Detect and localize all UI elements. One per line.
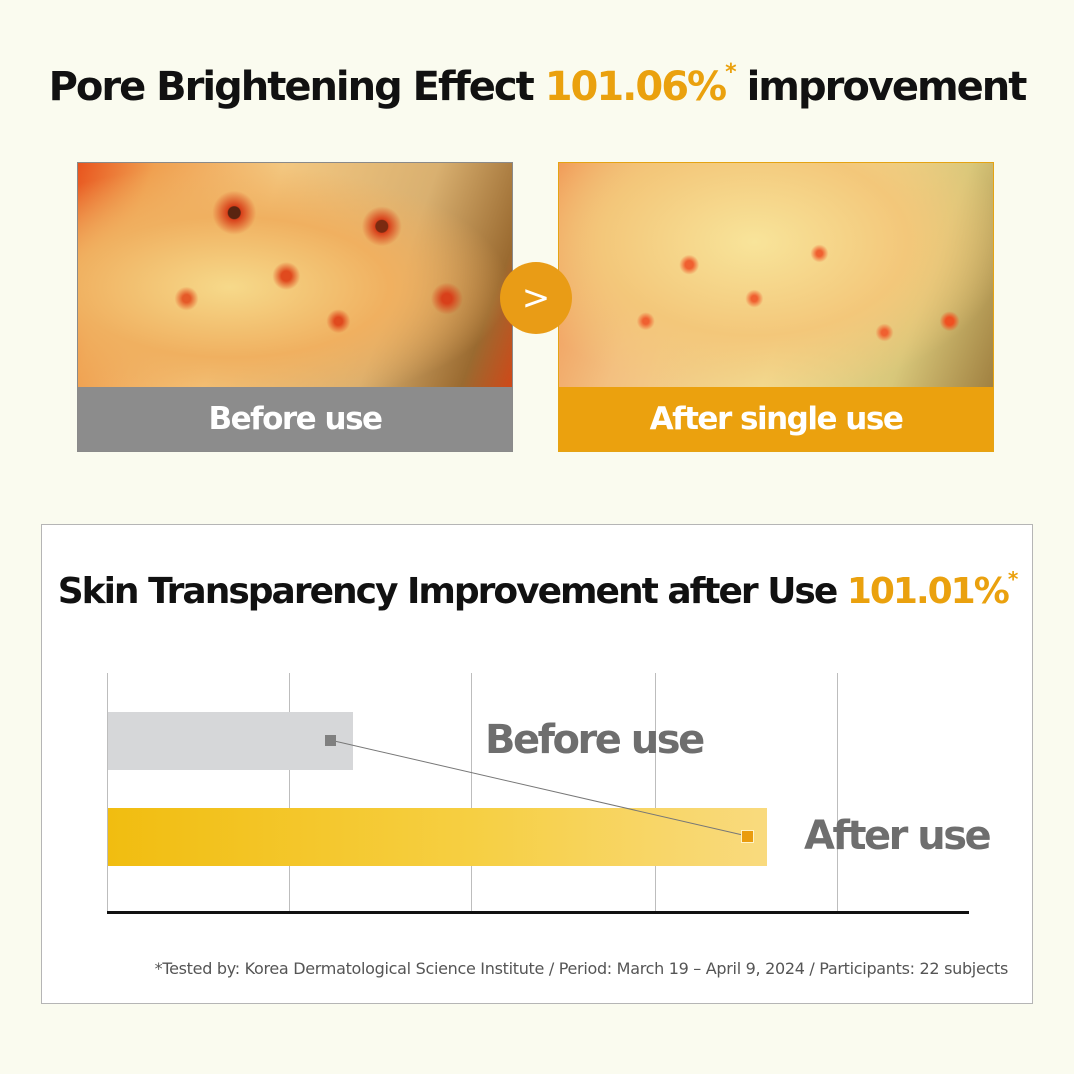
before-photo: Before use <box>77 162 513 452</box>
gridline <box>289 673 290 911</box>
title-suffix: improvement <box>734 64 1028 110</box>
arrow-glyph: > <box>521 278 551 318</box>
page-title: Pore Brightening Effect 101.06%* improve… <box>0 60 1074 110</box>
title-percent: 101.06% <box>544 64 727 110</box>
title-asterisk: * <box>725 60 736 85</box>
gridline <box>837 673 838 911</box>
x-axis <box>107 911 969 914</box>
before-marker <box>325 735 336 746</box>
chart-card: Skin Transparency Improvement after Use … <box>41 524 1033 1004</box>
footnote: *Tested by: Korea Dermatological Science… <box>154 959 1009 978</box>
gridline <box>655 673 656 911</box>
label-before-use: Before use <box>485 717 705 763</box>
title-text: Pore Brightening Effect <box>48 64 545 110</box>
before-skin-image <box>78 163 512 389</box>
gridline <box>471 673 472 911</box>
after-skin-image <box>559 163 993 389</box>
label-after-use: After use <box>804 813 992 859</box>
chart-title-text: Skin Transparency Improvement after Use <box>57 571 847 612</box>
connector-line <box>329 739 748 837</box>
after-marker <box>741 830 754 843</box>
chevron-right-icon: > <box>500 262 572 334</box>
gridline <box>107 673 108 911</box>
after-caption: After single use <box>559 387 993 451</box>
bar-after-use <box>108 808 767 866</box>
before-caption: Before use <box>78 387 512 451</box>
chart-title-percent: 101.01% <box>846 571 1010 612</box>
after-photo: After single use <box>558 162 994 452</box>
chart-title-asterisk: * <box>1007 567 1019 591</box>
chart-title: Skin Transparency Improvement after Use … <box>42 567 1032 612</box>
bar-before-use <box>108 712 353 770</box>
